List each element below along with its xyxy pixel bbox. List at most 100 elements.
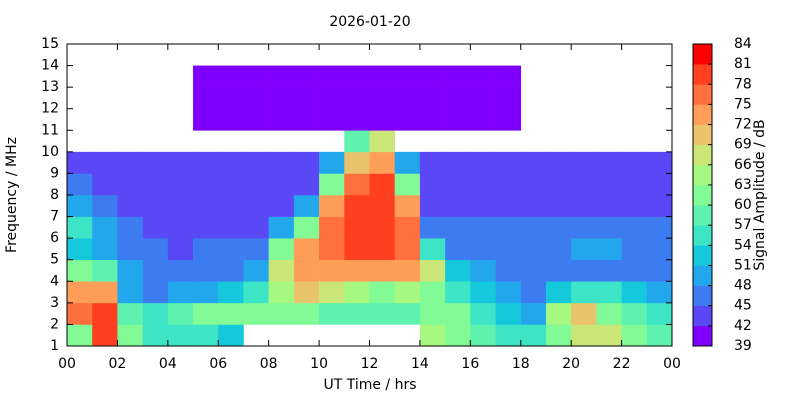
heat-cell xyxy=(520,324,547,347)
heat-cell xyxy=(445,238,471,261)
heat-cell xyxy=(243,281,269,304)
heat-cell xyxy=(142,151,169,174)
heat-cell xyxy=(243,65,269,88)
heat-cell xyxy=(369,108,396,131)
x-tick-label: 18 xyxy=(512,356,530,372)
heat-cell xyxy=(293,216,320,239)
heat-cell xyxy=(495,238,522,261)
colorbar-tick-label: 51 xyxy=(734,257,752,273)
heat-cell xyxy=(218,108,244,131)
colorbar-swatch xyxy=(693,285,712,307)
heat-cell xyxy=(369,281,396,304)
heat-cell xyxy=(67,281,93,304)
heat-cell xyxy=(67,173,93,196)
colorbar-swatch xyxy=(693,44,712,65)
heat-cell xyxy=(545,195,572,217)
heat-cell xyxy=(470,151,496,174)
y-axis-title: Frequency / MHz xyxy=(4,137,20,253)
heat-cell xyxy=(369,216,396,239)
colorbar-swatch xyxy=(693,305,712,327)
heat-cell xyxy=(369,65,396,88)
heat-cell xyxy=(344,259,370,282)
colorbar-tick-label: 81 xyxy=(734,56,752,72)
heat-cell xyxy=(520,238,547,261)
heat-cell xyxy=(419,195,446,217)
heat-cell xyxy=(369,195,396,217)
heat-cell xyxy=(117,302,143,325)
heat-cell xyxy=(470,108,496,131)
colorbar-tick-label: 78 xyxy=(734,76,752,92)
heat-cell xyxy=(67,151,93,174)
heat-cell xyxy=(445,324,471,347)
heat-cell xyxy=(495,87,522,110)
heat-cell xyxy=(445,87,471,110)
heat-cell xyxy=(596,324,622,347)
heat-cell xyxy=(344,195,370,217)
heat-cell xyxy=(571,195,597,217)
x-tick-label: 04 xyxy=(159,356,177,372)
heat-cell xyxy=(117,173,143,196)
heat-cell xyxy=(520,151,547,174)
heat-cell xyxy=(243,216,269,239)
heat-cell xyxy=(218,238,244,261)
heat-cell xyxy=(218,281,244,304)
x-tick-label: 14 xyxy=(411,356,429,372)
heat-cell xyxy=(218,195,244,217)
heat-cell xyxy=(394,216,421,239)
heat-cell xyxy=(344,65,370,88)
colorbar-frame xyxy=(692,43,713,347)
y-tick-label: 4 xyxy=(50,273,59,289)
heat-cell xyxy=(596,173,622,196)
x-tick-label: 00 xyxy=(58,356,76,372)
heat-cell xyxy=(445,173,471,196)
heat-cell xyxy=(394,259,421,282)
heat-cell xyxy=(621,238,648,261)
heat-cell xyxy=(394,302,421,325)
heat-cell xyxy=(243,195,269,217)
heat-cell xyxy=(419,259,446,282)
heat-cell xyxy=(394,281,421,304)
heat-cell xyxy=(117,216,143,239)
heat-cell xyxy=(419,173,446,196)
y-tick-label: 1 xyxy=(50,338,59,354)
y-tick-label: 9 xyxy=(50,165,59,181)
heat-cell xyxy=(646,151,673,174)
heat-cell xyxy=(319,259,345,282)
heat-cell xyxy=(218,151,244,174)
heat-cell xyxy=(621,259,648,282)
heat-cell xyxy=(495,151,522,174)
y-tick-label: 15 xyxy=(41,36,59,52)
heat-cell xyxy=(621,195,648,217)
chart-title: 2026-01-20 xyxy=(329,14,410,30)
heat-cell xyxy=(445,281,471,304)
heat-cell xyxy=(344,173,370,196)
heat-cell xyxy=(445,216,471,239)
heat-cell xyxy=(142,238,169,261)
heat-cell xyxy=(495,281,522,304)
heat-cell xyxy=(167,281,194,304)
heat-cell xyxy=(470,173,496,196)
heat-cell xyxy=(142,302,169,325)
heat-cell xyxy=(319,173,345,196)
heat-cell xyxy=(394,195,421,217)
heat-cell xyxy=(293,259,320,282)
heat-cell xyxy=(193,195,219,217)
heat-cell xyxy=(92,151,118,174)
colorbar-swatch xyxy=(693,245,712,266)
heat-cell xyxy=(193,87,219,110)
colorbar-tick-label: 72 xyxy=(734,117,752,133)
heat-cell xyxy=(394,238,421,261)
heat-cell xyxy=(268,302,295,325)
colorbar-swatch xyxy=(693,225,712,246)
heat-cell xyxy=(369,173,396,196)
heat-cell xyxy=(67,195,93,217)
heat-cell xyxy=(344,130,370,153)
heat-cell xyxy=(167,302,194,325)
heat-cell xyxy=(419,65,446,88)
heat-cell xyxy=(596,195,622,217)
heat-cell xyxy=(268,216,295,239)
x-tick-label: 12 xyxy=(361,356,379,372)
heat-cell xyxy=(293,238,320,261)
heat-cell xyxy=(470,65,496,88)
heat-cell xyxy=(520,216,547,239)
